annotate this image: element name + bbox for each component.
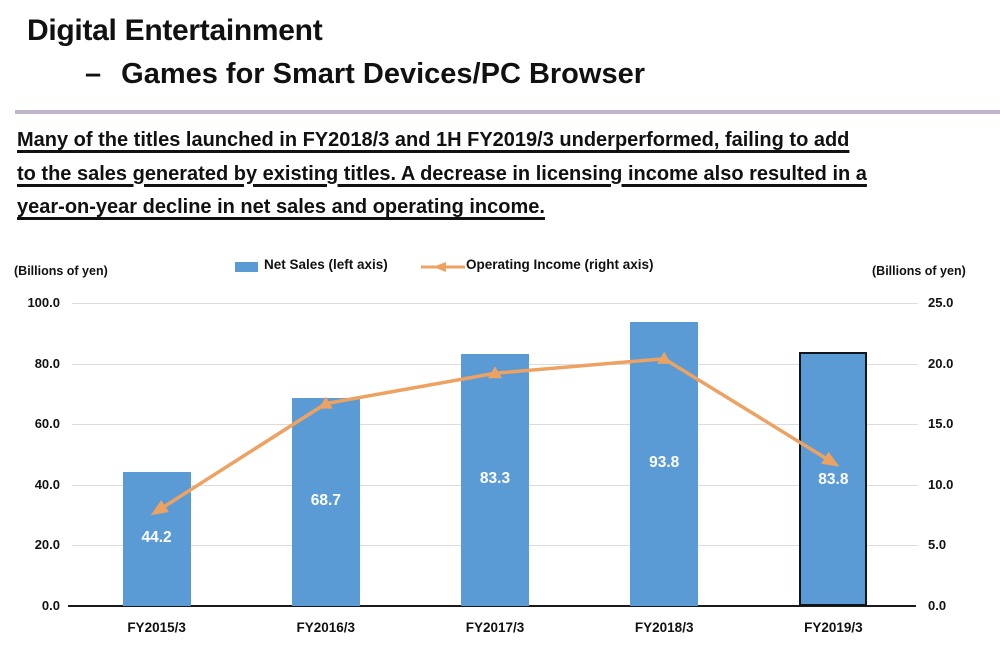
left-axis-unit-label: (Billions of yen) — [14, 264, 108, 278]
x-axis-category-label: FY2019/3 — [804, 620, 863, 635]
legend-bar-swatch-icon — [235, 262, 258, 272]
y-axis-tick-right: 10.0 — [928, 476, 954, 492]
y-axis-tick-left: 100.0 — [27, 295, 60, 310]
subtitle-text: Games for Smart Devices/PC Browser — [121, 58, 645, 90]
legend-line-marker-icon — [421, 262, 465, 272]
gridline — [72, 303, 918, 304]
page-subtitle: – Games for Smart Devices/PC Browser — [85, 58, 645, 91]
bar-value-label: 68.7 — [310, 491, 341, 509]
y-axis-tick-right: 25.0 — [928, 295, 954, 310]
net-sales-bar: 68.7 — [291, 397, 360, 606]
legend-net-sales-label: Net Sales (left axis) — [264, 257, 388, 272]
y-axis-tick-left: 0.0 — [41, 598, 60, 613]
y-axis-tick-left: 20.0 — [34, 537, 60, 553]
y-axis-tick-right: 20.0 — [928, 355, 954, 371]
x-axis-baseline — [68, 605, 916, 607]
y-axis-tick-left: 40.0 — [34, 476, 60, 492]
y-axis-tick-left: 80.0 — [34, 355, 60, 371]
legend-operating-income-label: Operating Income (right axis) — [466, 257, 654, 272]
y-axis-tick-left: 60.0 — [34, 416, 60, 432]
summary-line-1: Many of the titles launched in FY2018/3 … — [17, 129, 850, 151]
net-sales-bar: 83.8 — [799, 352, 868, 606]
bar-value-label: 83.8 — [818, 471, 849, 489]
x-axis-category-label: FY2018/3 — [634, 620, 694, 635]
y-axis-tick-right: 0.0 — [928, 598, 947, 613]
bar-value-label: 93.8 — [649, 453, 680, 471]
x-axis-category-label: FY2015/3 — [127, 620, 186, 635]
x-axis-category-label: FY2017/3 — [465, 620, 525, 635]
summary-line-3: year-on-year decline in net sales and op… — [17, 196, 545, 218]
title-separator — [15, 110, 1000, 114]
net-sales-bar: 93.8 — [630, 321, 699, 606]
bar-value-label: 44.2 — [141, 529, 172, 547]
y-axis-tick-right: 15.0 — [928, 416, 954, 432]
net-sales-bar: 83.3 — [461, 353, 529, 606]
right-axis-unit-label: (Billions of yen) — [872, 264, 966, 278]
summary-paragraph: Many of the titles launched in FY2018/3 … — [17, 124, 867, 225]
x-axis-category-label: FY2016/3 — [296, 620, 356, 635]
y-axis-tick-right: 5.0 — [928, 537, 947, 553]
page-title: Digital Entertainment — [27, 14, 323, 47]
subtitle-dash: – — [85, 58, 102, 90]
net-sales-bar: 44.2 — [122, 472, 191, 606]
bar-value-label: 83.3 — [479, 469, 511, 487]
summary-line-2: to the sales generated by existing title… — [17, 162, 867, 185]
